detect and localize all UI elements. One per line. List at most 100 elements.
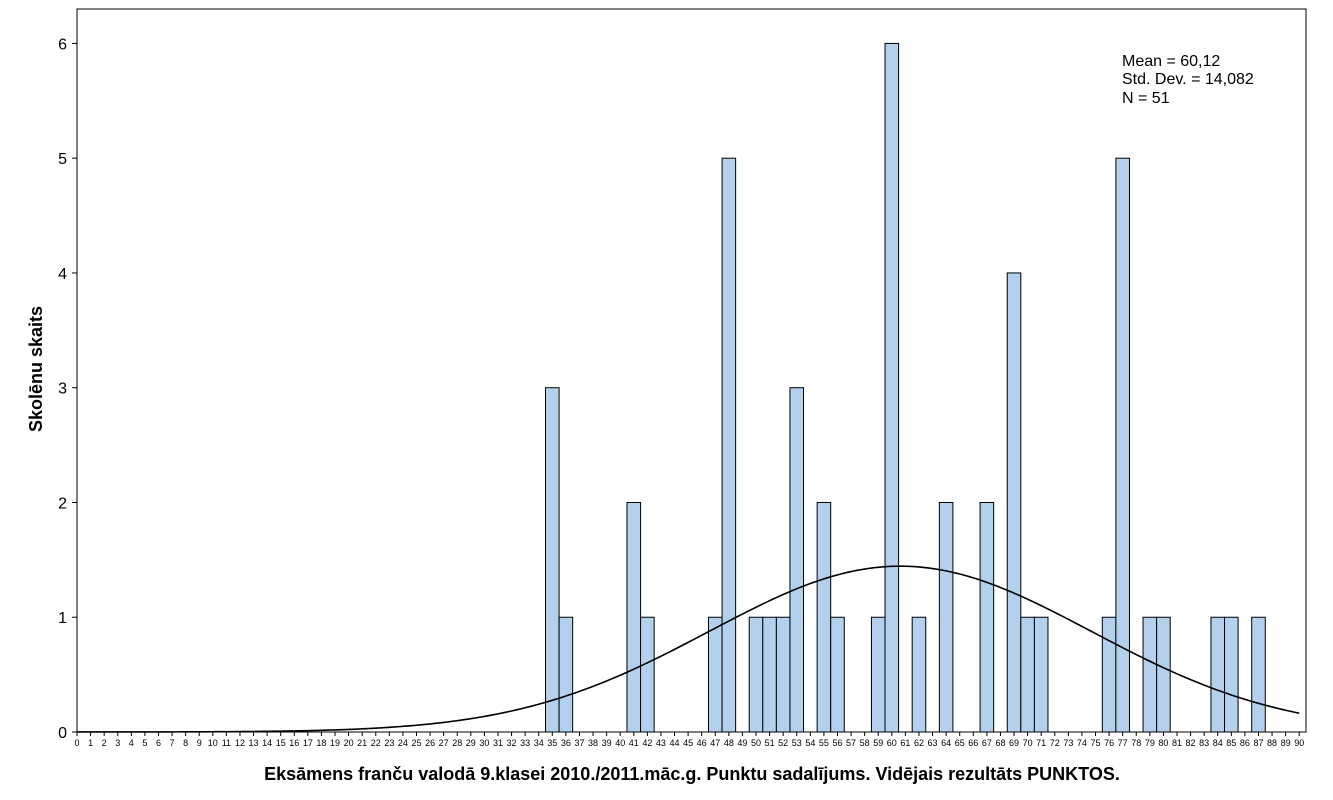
bar-71 xyxy=(1033,616,1049,733)
x-tick-label-36: 36 xyxy=(561,738,571,748)
x-tick-label-33: 33 xyxy=(520,738,530,748)
bar-42 xyxy=(640,616,655,733)
x-tick-label-23: 23 xyxy=(384,738,394,748)
x-tick-label-30: 30 xyxy=(479,738,489,748)
y-tick-label-6: 6 xyxy=(58,36,67,53)
bar-62 xyxy=(911,616,927,733)
stat-mean: Mean = 60,12 xyxy=(1122,53,1220,70)
x-tick-label-44: 44 xyxy=(670,738,680,748)
x-tick-label-61: 61 xyxy=(900,738,910,748)
x-tick-label-77: 77 xyxy=(1118,738,1128,748)
x-tick-label-12: 12 xyxy=(235,738,245,748)
x-tick-label-40: 40 xyxy=(615,738,625,748)
bar-60 xyxy=(884,42,900,733)
x-tick-label-10: 10 xyxy=(208,738,218,748)
x-tick-label-49: 49 xyxy=(737,738,747,748)
x-tick-label-48: 48 xyxy=(724,738,734,748)
x-tick-label-47: 47 xyxy=(710,738,720,748)
x-tick-label-27: 27 xyxy=(439,738,449,748)
bar-85 xyxy=(1224,616,1239,733)
x-tick-label-78: 78 xyxy=(1131,738,1141,748)
x-tick-label-51: 51 xyxy=(765,738,775,748)
x-tick-label-88: 88 xyxy=(1267,738,1277,748)
y-tick-label-3: 3 xyxy=(58,381,67,398)
y-axis: 0 1 2 3 4 5 6 xyxy=(58,36,77,742)
x-tick-label-25: 25 xyxy=(411,738,421,748)
bars-group xyxy=(545,42,1266,733)
stat-std-dev: Std. Dev. = 14,082 xyxy=(1122,71,1254,88)
bar-67 xyxy=(979,501,995,733)
bar-80 xyxy=(1156,616,1171,733)
x-tick-label-84: 84 xyxy=(1213,738,1223,748)
bar-64 xyxy=(938,501,954,733)
x-tick-label-4: 4 xyxy=(129,738,134,748)
x-tick-label-60: 60 xyxy=(887,738,897,748)
x-tick-label-86: 86 xyxy=(1240,738,1250,748)
bar-76 xyxy=(1101,616,1117,733)
stat-n: N = 51 xyxy=(1122,90,1170,107)
x-tick-label-11: 11 xyxy=(222,738,231,748)
x-tick-label-0: 0 xyxy=(74,738,79,748)
bar-56 xyxy=(830,616,845,733)
x-tick-label-20: 20 xyxy=(344,738,354,748)
x-tick-label-85: 85 xyxy=(1226,738,1236,748)
x-tick-label-83: 83 xyxy=(1199,738,1209,748)
bar-84 xyxy=(1210,616,1226,733)
y-tick-label-0: 0 xyxy=(58,725,67,742)
x-tick-label-13: 13 xyxy=(249,738,259,748)
x-tick-label-74: 74 xyxy=(1077,738,1087,748)
bar-41 xyxy=(626,501,642,733)
x-tick-label-41: 41 xyxy=(629,738,639,748)
x-tick-label-21: 21 xyxy=(357,738,367,748)
x-tick-label-55: 55 xyxy=(819,738,829,748)
bar-59 xyxy=(870,616,886,733)
bar-51 xyxy=(762,616,777,733)
bar-50 xyxy=(748,616,764,733)
y-tick-label-5: 5 xyxy=(58,151,67,168)
x-tick-label-31: 31 xyxy=(493,738,503,748)
x-tick-label-26: 26 xyxy=(425,738,435,748)
bar-79 xyxy=(1142,616,1158,733)
x-tick-label-14: 14 xyxy=(262,738,272,748)
x-tick-label-50: 50 xyxy=(751,738,761,748)
x-tick-label-66: 66 xyxy=(968,738,978,748)
x-tick-label-53: 53 xyxy=(792,738,802,748)
x-tick-label-90: 90 xyxy=(1294,738,1304,748)
x-tick-label-89: 89 xyxy=(1281,738,1291,748)
x-tick-label-58: 58 xyxy=(860,738,870,748)
x-tick-label-82: 82 xyxy=(1186,738,1196,748)
x-tick-label-35: 35 xyxy=(547,738,557,748)
y-tick-label-4: 4 xyxy=(58,266,67,283)
x-tick-label-63: 63 xyxy=(928,738,938,748)
x-tick-label-62: 62 xyxy=(914,738,924,748)
y-tick-label-1: 1 xyxy=(58,610,67,627)
x-tick-label-65: 65 xyxy=(955,738,965,748)
x-tick-label-76: 76 xyxy=(1104,738,1114,748)
x-tick-label-81: 81 xyxy=(1172,738,1182,748)
x-tick-label-68: 68 xyxy=(995,738,1005,748)
bar-35 xyxy=(545,387,560,733)
x-tick-label-18: 18 xyxy=(316,738,326,748)
bar-52 xyxy=(775,616,791,733)
x-tick-label-8: 8 xyxy=(183,738,188,748)
x-tick-label-79: 79 xyxy=(1145,738,1155,748)
bar-36 xyxy=(558,616,574,733)
x-tick-label-15: 15 xyxy=(276,738,286,748)
x-axis: 0 1 2 3 4 5 6 7 8 9 10 11 12 13 14 15 16 17 18 19 20 21 22 23 24… xyxy=(74,732,1304,748)
x-tick-label-59: 59 xyxy=(873,738,883,748)
x-tick-label-29: 29 xyxy=(466,738,476,748)
x-tick-label-28: 28 xyxy=(452,738,462,748)
x-tick-label-34: 34 xyxy=(534,738,544,748)
bar-55 xyxy=(816,501,832,733)
normal-curve xyxy=(77,565,1300,733)
x-tick-label-38: 38 xyxy=(588,738,598,748)
x-tick-label-2: 2 xyxy=(102,738,107,748)
x-tick-label-57: 57 xyxy=(846,738,856,748)
x-tick-label-22: 22 xyxy=(371,738,381,748)
x-axis-title: Eksāmens franču valodā 9.klasei 2010./20… xyxy=(264,764,1120,784)
x-tick-label-5: 5 xyxy=(142,738,147,748)
x-tick-label-32: 32 xyxy=(507,738,517,748)
x-tick-label-75: 75 xyxy=(1091,738,1101,748)
x-tick-label-7: 7 xyxy=(170,738,175,748)
